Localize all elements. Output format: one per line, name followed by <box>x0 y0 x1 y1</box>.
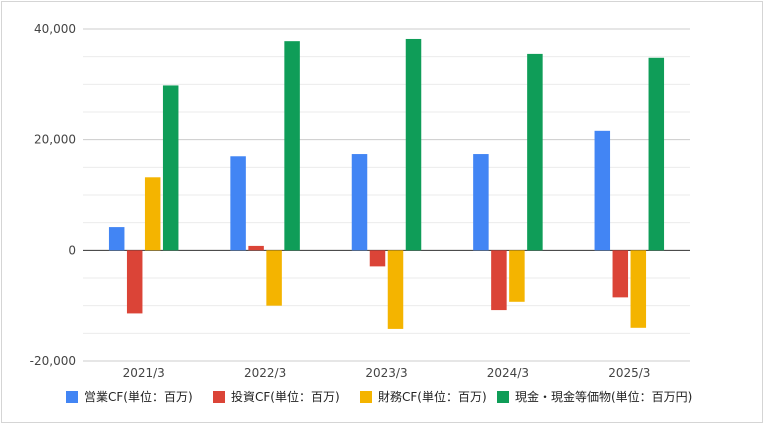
bar <box>144 177 161 251</box>
bar <box>527 53 543 251</box>
bar <box>369 250 386 267</box>
bar <box>284 41 300 251</box>
bar <box>108 227 125 251</box>
bar <box>630 250 647 328</box>
y-tick-label: -20,000 <box>30 354 76 368</box>
y-tick-label: 40,000 <box>34 22 76 36</box>
bar <box>594 130 611 251</box>
legend-label: 営業CF(単位：百万) <box>84 389 193 404</box>
legend-label: 現金・現金等価物(単位：百万円) <box>515 389 692 404</box>
x-tick-label: 2021/3 <box>123 366 165 380</box>
bar <box>612 250 629 298</box>
x-tick-label: 2023/3 <box>365 366 407 380</box>
bar <box>230 156 246 251</box>
legend-swatch <box>213 391 225 403</box>
bar <box>473 154 489 251</box>
legend-swatch <box>66 391 78 403</box>
x-tick-label: 2022/3 <box>244 366 286 380</box>
bar <box>491 250 507 311</box>
bar <box>387 250 404 329</box>
legend-swatch <box>497 391 509 403</box>
bar <box>405 38 422 251</box>
bar <box>266 250 282 306</box>
bar <box>248 245 264 251</box>
y-tick-label: 0 <box>68 243 76 257</box>
legend-label: 財務CF(単位：百万) <box>378 389 487 404</box>
legend-label: 投資CF(単位：百万) <box>231 389 340 404</box>
bar <box>126 250 143 314</box>
bar <box>351 154 368 251</box>
x-tick-label: 2024/3 <box>487 366 529 380</box>
bar <box>162 85 179 251</box>
y-tick-label: 20,000 <box>34 133 76 147</box>
bar <box>648 57 665 251</box>
legend-swatch <box>360 391 372 403</box>
x-tick-label: 2025/3 <box>608 366 650 380</box>
bar <box>509 250 525 302</box>
